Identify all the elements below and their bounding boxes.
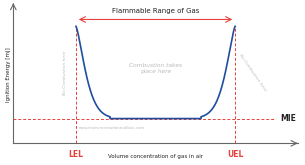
Y-axis label: Ignition Energy [mJ]: Ignition Energy [mJ]: [5, 47, 11, 102]
Text: UEL: UEL: [227, 150, 243, 159]
Text: Flammable Range of Gas: Flammable Range of Gas: [112, 8, 199, 14]
Text: Combustion takes
place here: Combustion takes place here: [129, 63, 182, 74]
X-axis label: Volume concentration of gas in air: Volume concentration of gas in air: [108, 154, 203, 159]
Text: No Combustion here: No Combustion here: [238, 53, 267, 92]
Text: www.instrumentationtoolbox.com: www.instrumentationtoolbox.com: [79, 126, 145, 130]
Text: LEL: LEL: [68, 150, 83, 159]
Text: MIE: MIE: [281, 114, 296, 123]
Text: No Combustion here: No Combustion here: [63, 50, 66, 95]
